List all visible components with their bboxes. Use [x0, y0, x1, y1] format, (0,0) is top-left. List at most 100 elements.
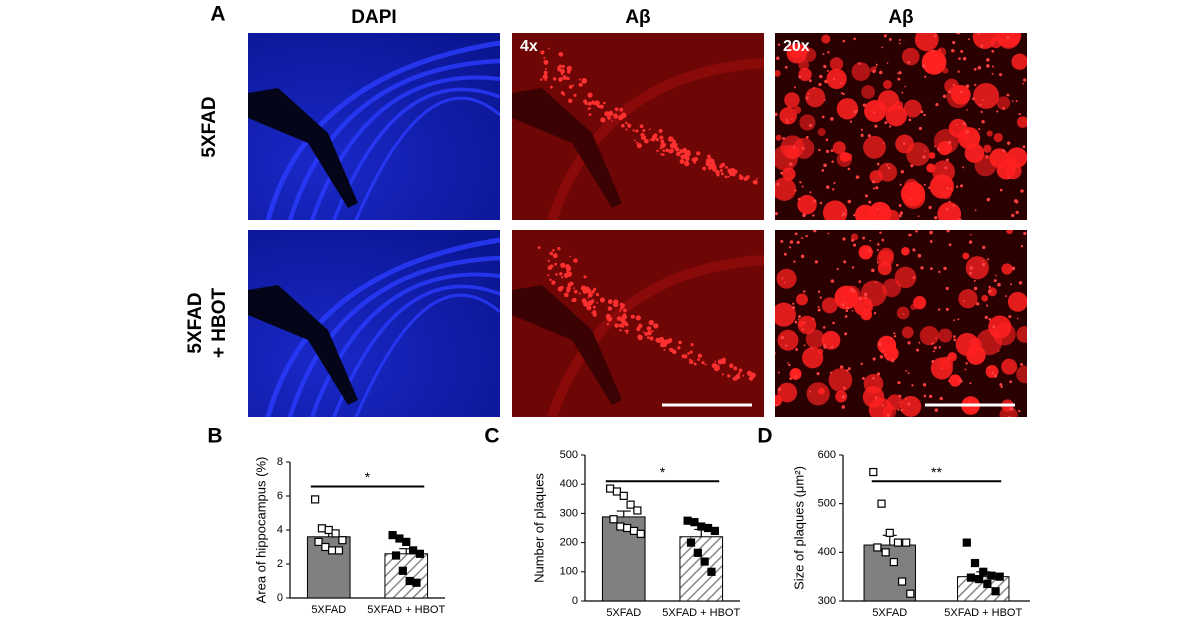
plaque	[990, 36, 1002, 49]
plaque	[928, 152, 936, 159]
plaque	[789, 367, 802, 380]
plaque	[603, 101, 606, 105]
plaque	[777, 382, 798, 403]
speck	[962, 122, 966, 126]
data-point	[885, 528, 894, 537]
plaque	[942, 67, 949, 74]
column-header: Aβ	[625, 7, 650, 28]
data-point	[398, 566, 407, 575]
speck	[935, 337, 938, 340]
speck	[874, 124, 878, 128]
plaque	[725, 165, 729, 169]
plaque	[607, 306, 613, 311]
speck	[1022, 145, 1026, 149]
y-tick-label: 600	[818, 449, 836, 461]
speck	[872, 187, 875, 190]
speck	[819, 296, 822, 299]
data-point	[995, 572, 1004, 581]
speck	[869, 239, 872, 242]
plaque	[547, 265, 553, 270]
speck	[876, 249, 880, 252]
speck	[907, 372, 910, 375]
speck	[794, 375, 797, 378]
speck	[874, 396, 878, 399]
speck	[879, 70, 883, 75]
plaque	[738, 175, 744, 181]
plaque	[642, 128, 646, 133]
column-header: Aβ	[888, 7, 913, 28]
speck	[862, 103, 867, 107]
cell-layer	[287, 58, 500, 220]
speck	[952, 40, 956, 45]
plaque	[752, 180, 756, 184]
speck	[962, 57, 967, 61]
speck	[939, 49, 942, 52]
data-point	[616, 522, 625, 531]
plaque	[797, 194, 817, 215]
speck	[887, 166, 891, 170]
plaque	[542, 74, 548, 80]
plaque	[983, 144, 992, 153]
speck	[888, 37, 892, 41]
plaque	[948, 118, 968, 138]
y-tick-label: 6	[277, 490, 283, 502]
plaque	[679, 149, 684, 154]
speck	[945, 286, 949, 291]
panel-label: B	[207, 425, 222, 448]
data-point	[707, 567, 716, 576]
speck	[841, 214, 844, 217]
plaque	[862, 386, 885, 408]
tissue-band	[547, 255, 764, 417]
micrograph-content	[775, 230, 1027, 417]
speck	[805, 96, 809, 100]
speck	[836, 268, 839, 271]
speck	[1008, 315, 1012, 319]
plaque	[727, 175, 730, 178]
plaque	[733, 366, 738, 371]
plaque	[914, 33, 939, 52]
x-tick-label: 5XFAD	[872, 607, 907, 619]
speck	[1020, 189, 1024, 193]
speck	[789, 377, 792, 380]
speck	[911, 384, 914, 387]
speck	[982, 245, 986, 249]
speck	[808, 123, 813, 128]
speck	[783, 281, 786, 284]
speck	[886, 413, 890, 417]
data-point	[970, 558, 980, 568]
speck	[917, 253, 922, 258]
speck	[900, 408, 904, 412]
plaque	[955, 332, 979, 357]
plaque	[729, 171, 734, 177]
speck	[813, 230, 817, 233]
speck	[891, 358, 895, 363]
speck	[860, 362, 863, 366]
plaque	[659, 135, 664, 140]
speck	[842, 39, 846, 43]
speck	[855, 175, 860, 179]
plaque	[666, 340, 671, 344]
speck	[817, 305, 820, 308]
plaque	[878, 247, 895, 264]
plaque	[555, 273, 558, 276]
cell-layer	[332, 87, 500, 220]
significance-label: **	[931, 464, 942, 480]
speck	[980, 110, 983, 114]
speck	[832, 321, 835, 325]
speck	[777, 387, 782, 392]
plaque	[621, 123, 625, 128]
plaque	[912, 296, 927, 310]
data-point	[405, 576, 414, 586]
micrograph	[248, 230, 500, 417]
plaque	[684, 156, 690, 162]
y-axis-label: Area of hippocampus (%)	[253, 457, 268, 604]
plaque	[540, 50, 545, 55]
speck	[952, 83, 956, 87]
plaque	[1011, 53, 1027, 70]
speck	[965, 362, 968, 365]
cell-layer	[265, 237, 500, 417]
speck	[788, 162, 793, 166]
speck	[1018, 281, 1023, 285]
speck	[832, 78, 836, 81]
x-tick-label: 5XFAD + HBOT	[662, 607, 740, 619]
